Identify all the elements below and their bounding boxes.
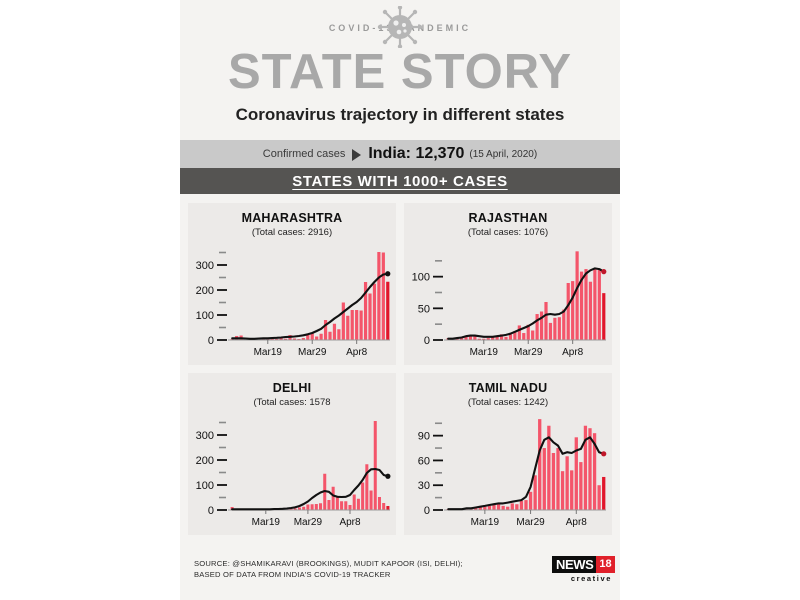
chart-subtitle: (Total cases: 2916)	[251, 227, 333, 238]
svg-text:90: 90	[418, 431, 430, 443]
chart-title: TAMIL NADU	[468, 381, 548, 395]
right-margin	[620, 0, 800, 600]
source-line-1: SOURCE: @SHAMIKARAVI (BROOKINGS), MUDIT …	[194, 559, 463, 568]
chart-card-tamil-nadu: TAMIL NADU (Total cases: 1242) 0 30 60 90 Ma…	[404, 373, 612, 535]
svg-text:0: 0	[208, 335, 214, 347]
chart-card-delhi: DELHI (Total cases: 1578 0 100 200 300 Mar19…	[188, 373, 396, 535]
chart-subtitle: (Total cases: 1076)	[467, 227, 549, 238]
svg-text:0: 0	[208, 505, 214, 517]
svg-text:Apr8: Apr8	[339, 517, 361, 528]
virus-icon	[377, 6, 423, 48]
svg-text:200: 200	[196, 285, 214, 297]
chart-card-rajasthan: RAJASTHAN (Total cases: 1076) 0 50 100 Mar1…	[404, 203, 612, 365]
chart-plot-maharashtra: 0 100 200 300 Mar19 Mar29 Apr8	[196, 251, 391, 358]
charts-grid: MAHARASHTRA (Total cases: 2916) 0 100 200 3…	[188, 203, 612, 535]
left-margin	[0, 0, 180, 600]
india-total: India: 12,370	[368, 145, 465, 162]
svg-text:Mar29: Mar29	[294, 517, 323, 528]
logo-18-badge: 18	[596, 556, 615, 573]
confirmed-cases-label: Confirmed cases	[262, 148, 346, 160]
svg-text:Apr8: Apr8	[566, 517, 588, 528]
svg-text:300: 300	[196, 430, 214, 442]
svg-text:100: 100	[412, 272, 430, 284]
svg-text:Mar19: Mar19	[252, 517, 281, 528]
svg-text:0: 0	[424, 505, 430, 517]
svg-text:Apr8: Apr8	[562, 347, 584, 358]
svg-text:50: 50	[418, 303, 430, 315]
section-band: STATES WITH 1000+ CASES	[180, 168, 620, 194]
svg-text:Apr8: Apr8	[346, 347, 368, 358]
chart-plot-tamil-nadu: 0 30 60 90 Mar19 Mar29 Apr8	[418, 419, 607, 528]
chart-title: MAHARASHTRA	[241, 211, 343, 225]
infographic-poster: COVID-19 PANDEMIC	[180, 0, 620, 600]
svg-text:Mar19: Mar19	[470, 347, 499, 358]
logo-tagline: creative	[570, 574, 612, 583]
svg-text:Mar19: Mar19	[471, 517, 500, 528]
news18-logo: NEWS 18 creative	[552, 556, 615, 584]
chart-subtitle: (Total cases: 1578	[253, 397, 331, 408]
kicker-row: COVID-19 PANDEMIC	[180, 6, 620, 50]
chart-title: RAJASTHAN	[468, 211, 548, 225]
svg-text:100: 100	[196, 310, 214, 322]
chart-subtitle: (Total cases: 1242)	[467, 397, 549, 408]
source-line-2: BASED OF DATA FROM INDIA'S COVID-19 TRAC…	[194, 570, 391, 579]
chart-title: DELHI	[272, 381, 312, 395]
page-subtitle: Coronavirus trajectory in different stat…	[235, 105, 565, 124]
svg-text:200: 200	[196, 455, 214, 467]
chart-plot-delhi: 0 100 200 300 Mar19 Mar29 Apr8	[196, 421, 391, 528]
logo-news-text: NEWS	[552, 556, 597, 573]
svg-text:100: 100	[196, 480, 214, 492]
svg-text:0: 0	[424, 335, 430, 347]
chart-card-maharashtra: MAHARASHTRA (Total cases: 2916) 0 100 200 3…	[188, 203, 396, 365]
svg-text:60: 60	[418, 455, 430, 467]
svg-text:Mar29: Mar29	[516, 517, 545, 528]
svg-text:30: 30	[418, 480, 430, 492]
page-title: STATE STORY	[227, 45, 573, 99]
svg-text:300: 300	[196, 260, 214, 272]
triangle-right-icon	[352, 149, 362, 161]
as-of-date: (15 April, 2020)	[469, 148, 538, 160]
source-note: SOURCE: @SHAMIKARAVI (BROOKINGS), MUDIT …	[194, 558, 494, 580]
confirmed-cases-band: Confirmed cases India: 12,370 (15 April,…	[180, 140, 620, 168]
section-band-text: STATES WITH 1000+ CASES	[292, 172, 508, 190]
svg-text:Mar29: Mar29	[298, 347, 327, 358]
svg-text:Mar29: Mar29	[514, 347, 543, 358]
chart-plot-rajasthan: 0 50 100 Mar19 Mar29 Apr8	[412, 251, 607, 358]
svg-text:Mar19: Mar19	[254, 347, 283, 358]
